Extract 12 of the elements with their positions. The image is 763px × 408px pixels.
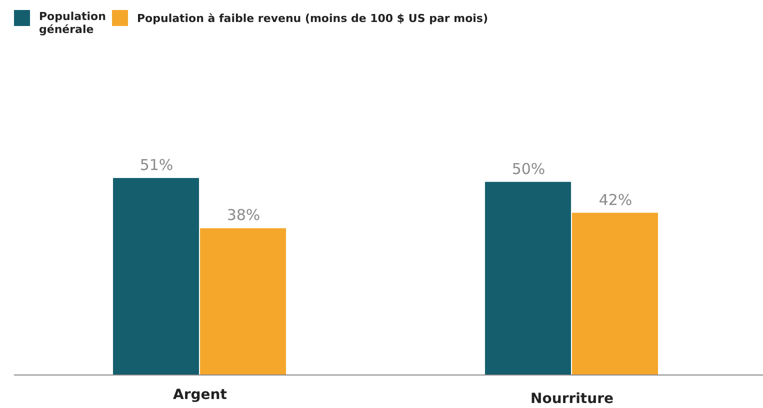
legend-label: Population à faible revenu (moins de 100 $ US par mois) bbox=[137, 12, 488, 25]
bar bbox=[572, 212, 658, 375]
x-tick-label: Nourriture bbox=[530, 391, 614, 407]
bar bbox=[200, 228, 286, 375]
data-label: 38% bbox=[226, 206, 260, 224]
data-label: 42% bbox=[598, 190, 632, 209]
data-label: 50% bbox=[512, 160, 546, 178]
bar bbox=[113, 178, 199, 375]
legend-label: Population générale bbox=[39, 10, 106, 36]
data-label: 51% bbox=[140, 156, 174, 174]
x-tick-label: Argent bbox=[173, 387, 228, 403]
bar bbox=[485, 182, 571, 375]
